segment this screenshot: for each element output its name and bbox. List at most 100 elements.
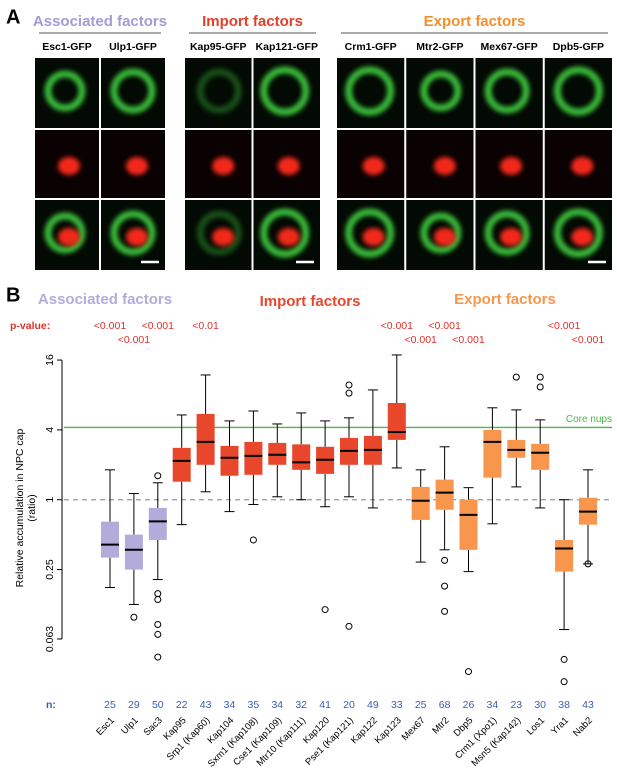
micrograph [185, 130, 252, 198]
x-tick-label: Nab2 [571, 715, 595, 739]
n-value: 34 [487, 699, 499, 711]
gfp-ring [345, 208, 395, 258]
outlier [154, 472, 162, 480]
panel-label: A [6, 6, 20, 28]
x-tick-label: Yra1 [549, 715, 571, 737]
group-title: Associated factors [33, 13, 167, 30]
box [292, 444, 311, 470]
micrograph [544, 200, 612, 270]
micrograph [35, 200, 99, 270]
outlier [154, 595, 162, 603]
p-value-title: p-value: [10, 320, 50, 332]
n-value: 43 [200, 699, 212, 711]
outlier [345, 381, 353, 389]
nucleolus [500, 157, 523, 175]
n-value: 25 [415, 699, 427, 711]
box [387, 403, 406, 440]
box [435, 479, 454, 510]
n-value: 34 [271, 699, 283, 711]
micrograph [101, 200, 165, 270]
micrograph [406, 130, 474, 198]
nucleolus [500, 228, 523, 246]
gfp-ring [260, 66, 310, 116]
p-value: <0.001 [142, 320, 175, 332]
outlier [154, 621, 162, 629]
outlier [441, 582, 449, 590]
p-value: <0.001 [404, 334, 437, 346]
n-title: n: [46, 699, 56, 711]
n-value: 49 [367, 699, 379, 711]
y-tick-label: 1 [44, 497, 56, 503]
nucleolus [362, 228, 385, 246]
micrograph [101, 130, 165, 198]
outlier [321, 606, 329, 614]
micrograph [475, 58, 543, 128]
nucleolus [126, 157, 148, 175]
p-value: <0.001 [118, 334, 151, 346]
micrograph [337, 200, 405, 270]
panel-label: B [6, 284, 20, 306]
n-value: 22 [176, 699, 188, 711]
outlier [154, 590, 162, 598]
micrograph [337, 130, 405, 198]
gfp-ring [484, 210, 530, 256]
outlier [130, 613, 138, 621]
group-title: Import factors [260, 293, 361, 310]
micrograph [337, 58, 405, 128]
p-value: <0.001 [381, 320, 414, 332]
n-value: 34 [224, 699, 236, 711]
outlier [512, 373, 520, 381]
outlier [154, 653, 162, 661]
box [244, 441, 263, 475]
group-title: Import factors [202, 13, 303, 30]
micrograph [406, 200, 474, 270]
p-value: <0.001 [428, 320, 461, 332]
y-axis-label: Relative accumulation in NPC cap [14, 428, 26, 587]
micrograph [406, 58, 474, 128]
nucleolus [571, 228, 594, 246]
n-value: 50 [152, 699, 164, 711]
micrograph [544, 58, 612, 128]
column-label: Mex67-GFP [481, 41, 538, 53]
outlier [154, 630, 162, 638]
y-tick-label: 0.25 [44, 559, 56, 580]
outlier [441, 607, 449, 615]
micrograph [475, 130, 543, 198]
p-value: <0.01 [192, 320, 219, 332]
box [101, 521, 119, 558]
outlier [465, 668, 472, 676]
box [124, 534, 143, 570]
n-value: 38 [558, 699, 570, 711]
column-label: Kap95-GFP [190, 41, 247, 53]
micrograph [185, 200, 252, 270]
n-value: 30 [534, 699, 546, 711]
nucleolus [277, 157, 300, 175]
n-value: 26 [463, 699, 475, 711]
n-value: 29 [128, 699, 140, 711]
gfp-ring [553, 66, 603, 116]
group-title: Export factors [454, 291, 556, 308]
y-tick-label: 0.063 [44, 626, 56, 652]
nucleolus [433, 157, 456, 175]
x-tick-label: Ulp1 [119, 715, 141, 737]
gfp-ring [44, 70, 86, 112]
n-value: 32 [295, 699, 307, 711]
box [507, 439, 526, 458]
gfp-ring [260, 208, 310, 258]
micrograph [475, 200, 543, 270]
micrograph [35, 58, 99, 128]
gfp-ring [553, 208, 603, 258]
n-value: 33 [391, 699, 403, 711]
nucleolus [433, 228, 456, 246]
p-value: <0.001 [572, 334, 605, 346]
column-label: Kap121-GFP [256, 41, 318, 53]
x-tick-label: Los1 [525, 715, 547, 737]
outlier [536, 373, 544, 381]
gfp-ring [44, 212, 86, 254]
gfp-ring [345, 66, 395, 116]
gfp-ring [484, 68, 530, 114]
micrograph [253, 200, 320, 270]
outlier [560, 655, 568, 663]
outlier [560, 678, 568, 686]
